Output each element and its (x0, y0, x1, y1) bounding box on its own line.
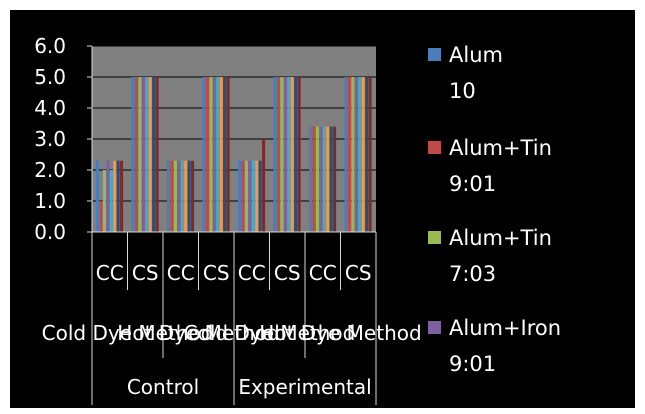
bar (290, 77, 294, 232)
bar (319, 126, 323, 232)
bar (216, 77, 220, 232)
bar (120, 160, 124, 232)
bars (96, 77, 372, 232)
bar (173, 160, 177, 232)
x-group-label: Experimental (238, 375, 371, 399)
bar (244, 160, 248, 232)
bar (212, 77, 216, 232)
y-tick-label: 5.0 (34, 65, 66, 89)
bar (315, 126, 319, 232)
bar (276, 77, 280, 232)
bar (262, 139, 266, 232)
bar (309, 126, 313, 232)
bar (248, 160, 252, 232)
y-tick-label: 0.0 (34, 220, 66, 244)
legend-label: Alum+Tin 7:03 (449, 226, 552, 286)
bar (333, 126, 337, 232)
bar (273, 77, 277, 232)
x-category-label: CC (238, 261, 266, 285)
legend-swatch (428, 231, 441, 244)
y-tick-label: 1.0 (34, 189, 66, 213)
bar (283, 77, 287, 232)
bar (322, 126, 326, 232)
x-category-label: CC (167, 261, 195, 285)
bar (361, 77, 365, 232)
x-category-label: CS (203, 261, 230, 285)
bar (177, 160, 181, 232)
bar (109, 170, 113, 232)
bar (297, 77, 301, 232)
bar (294, 77, 298, 232)
legend-label: Alum+Iron 9:01 (449, 316, 561, 376)
x-method-label: Cold Dye Method (42, 321, 214, 345)
y-tick-label: 2.0 (34, 158, 66, 182)
bar (258, 160, 262, 232)
bar (138, 77, 142, 232)
bar (184, 160, 188, 232)
bar (148, 77, 152, 232)
bar (226, 77, 230, 232)
axes (91, 46, 377, 405)
legend-swatch (428, 321, 441, 334)
bar (251, 160, 255, 232)
bar (344, 77, 348, 232)
x-category-label: CS (345, 261, 372, 285)
bar (102, 170, 106, 232)
y-tick-label: 6.0 (34, 34, 66, 58)
x-category-label: CC (96, 261, 124, 285)
bar (141, 77, 145, 232)
bar (205, 77, 209, 232)
bar (167, 160, 171, 232)
bar (155, 77, 159, 232)
bar (255, 160, 259, 232)
bar (202, 77, 206, 232)
bar (223, 77, 227, 232)
bar (106, 160, 110, 232)
legend-label: Alum 10 (449, 43, 503, 103)
bar (312, 126, 316, 232)
x-group-label: Control (127, 375, 199, 399)
bar (209, 77, 213, 232)
bar (152, 77, 156, 232)
legend-swatch (428, 141, 441, 154)
bar (329, 126, 333, 232)
legend: Alum 10 Alum+Tin 9:01 Alum+Tin 7:03 Alum+Iron 9… (428, 43, 561, 376)
y-tick-label: 4.0 (34, 96, 66, 120)
bar (180, 160, 184, 232)
legend-swatch (428, 48, 441, 61)
bar (347, 77, 351, 232)
bar (99, 201, 103, 232)
x-category-label: CC (309, 261, 337, 285)
bar (219, 77, 223, 232)
bar (358, 77, 362, 232)
x-method-label: Cold Dye Method (184, 321, 356, 345)
bar (113, 160, 117, 232)
legend-label: Alum+Tin 9:01 (449, 136, 552, 196)
bar (116, 160, 120, 232)
y-tick-labels: 0.0 1.0 2.0 3.0 4.0 5.0 6.0 (34, 34, 66, 244)
bar (238, 160, 242, 232)
bar (131, 77, 135, 232)
bar (354, 77, 358, 232)
bar (280, 77, 284, 232)
bar (191, 160, 195, 232)
y-tick-label: 3.0 (34, 127, 66, 151)
bar (241, 160, 245, 232)
x-category-label: CS (274, 261, 301, 285)
bar (326, 126, 330, 232)
bar (134, 77, 138, 232)
x-method-label: Hot Dye Method (117, 321, 279, 345)
bar (187, 160, 191, 232)
bar (351, 77, 355, 232)
bar (145, 77, 149, 232)
bar (368, 77, 372, 232)
bar (96, 160, 100, 232)
bar (170, 160, 174, 232)
x-category-label: CS (132, 261, 159, 285)
bar (365, 77, 369, 232)
bar (287, 77, 291, 232)
x-method-label: Hot Dye Method (259, 321, 421, 345)
